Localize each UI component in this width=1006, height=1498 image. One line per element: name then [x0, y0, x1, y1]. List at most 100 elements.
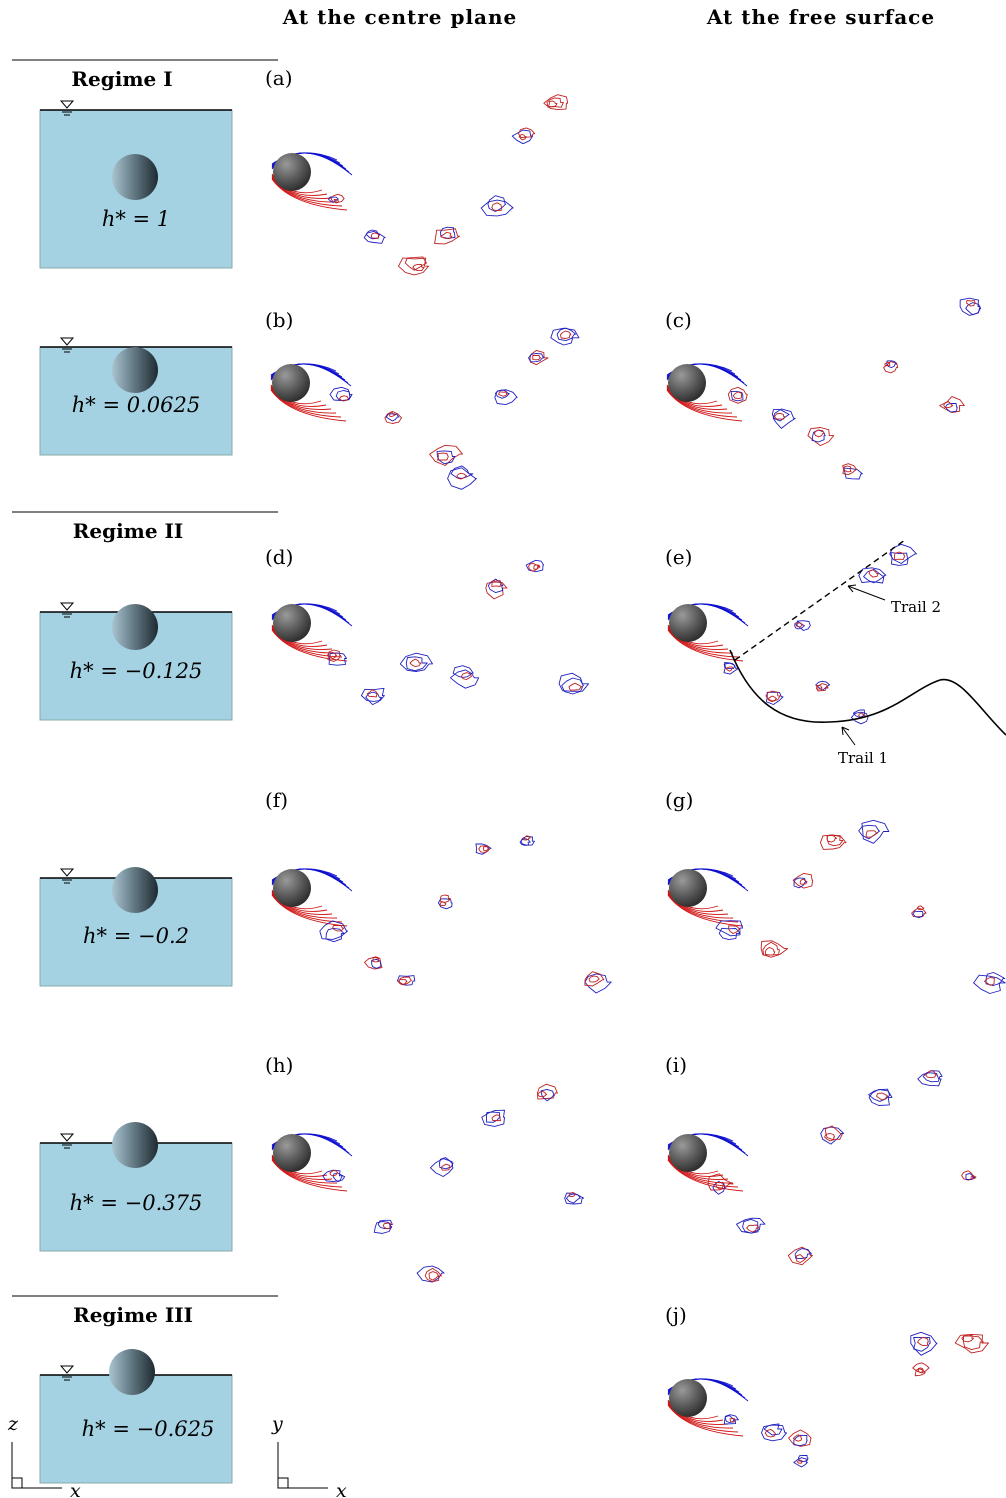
vortex-contour	[559, 330, 572, 339]
panel-label: (d)	[265, 545, 293, 569]
contour-plot	[667, 1331, 989, 1468]
vortex-contour	[437, 452, 449, 461]
vortex-contour	[271, 178, 348, 211]
vortex-contour	[561, 677, 584, 695]
vortex-contour	[728, 925, 740, 934]
vortex-contour	[715, 1182, 724, 1190]
vortex-contour	[478, 845, 490, 853]
vortex-contour	[546, 97, 564, 108]
vortex-contour	[797, 1455, 809, 1462]
vortex-contour	[868, 1088, 893, 1106]
sphere	[668, 364, 706, 402]
vortex-contour	[271, 628, 343, 658]
vortex-contour	[518, 127, 536, 139]
vortex-contour	[384, 410, 403, 424]
vortex-contour	[449, 669, 480, 689]
sphere	[112, 867, 158, 913]
vortex-contour	[447, 467, 477, 490]
vortex-contour	[529, 349, 549, 366]
vortex-contour	[511, 129, 534, 145]
sphere	[272, 364, 310, 402]
vortex-contour	[385, 413, 400, 422]
vortex-contour	[491, 1114, 502, 1122]
vortex-contour	[388, 411, 396, 417]
vortex-contour	[533, 564, 541, 570]
vortex-contour	[816, 685, 823, 690]
depth-label: h* = 1	[102, 207, 170, 231]
vortex-contour	[382, 1222, 392, 1230]
panel-label: (e)	[665, 545, 692, 569]
vortex-contour	[667, 894, 744, 927]
vortex-contour	[532, 354, 541, 361]
vortex-contour	[729, 1418, 736, 1423]
vortex-contour	[917, 1336, 929, 1346]
panel-label: (i)	[665, 1053, 687, 1077]
vortex-contour	[876, 1092, 889, 1101]
contour-plot	[667, 1069, 977, 1266]
arrow	[841, 726, 856, 746]
vortex-contour	[271, 177, 343, 207]
vortex-contour	[429, 444, 463, 466]
surface-symbol	[59, 868, 75, 884]
axis-label: z	[7, 1413, 19, 1435]
vortex-contour	[712, 1181, 726, 1195]
vortex-contour	[943, 401, 954, 409]
vortex-contour	[667, 1158, 739, 1188]
vortex-contour	[824, 1125, 843, 1140]
vortex-contour	[271, 1158, 343, 1188]
vortex-contour	[325, 927, 345, 943]
vortex-contour	[409, 658, 422, 668]
vortex-contour	[319, 920, 348, 940]
vortex-contour	[793, 1434, 808, 1447]
vortex-contour	[271, 894, 348, 927]
vortex-contour	[883, 361, 899, 374]
vortex-contour	[736, 1217, 766, 1234]
trail-line	[729, 649, 1006, 736]
sphere	[273, 604, 311, 642]
vortex-contour	[913, 1336, 931, 1352]
vortex-contour	[764, 1428, 776, 1438]
vortex-contour	[667, 1404, 744, 1437]
annotation: Trail 2	[891, 598, 941, 616]
vortex-contour	[970, 1174, 977, 1180]
vortex-contour	[525, 559, 545, 573]
axis-label: x	[336, 1480, 347, 1498]
vortex-contour	[843, 467, 863, 480]
vortex-contour	[910, 1331, 938, 1356]
vortex-contour	[558, 672, 590, 692]
vortex-contour	[487, 578, 504, 594]
vortex-contour	[365, 691, 383, 706]
vortex-contour	[858, 567, 887, 584]
vortex-contour	[270, 388, 342, 418]
vortex-contour	[485, 581, 508, 600]
vortex-contour	[405, 656, 428, 672]
vortex-contour	[667, 628, 739, 658]
vortex-contour	[742, 1218, 759, 1234]
vortex-contour	[327, 651, 338, 660]
vortex-contour	[363, 230, 386, 244]
vortex-contour	[707, 1173, 734, 1191]
vortex-contour	[724, 661, 736, 670]
vortex-contour	[498, 391, 508, 397]
contour-plot	[271, 559, 590, 706]
vortex-contour	[973, 974, 1006, 994]
vortex-contour	[480, 199, 514, 217]
vortex-contour	[667, 1159, 744, 1192]
vortex-contour	[540, 1088, 555, 1102]
vortex-contour	[491, 202, 502, 211]
vortex-contour	[792, 872, 814, 889]
surface-symbol	[59, 100, 75, 116]
vortex-contour	[939, 396, 965, 414]
vortex-contour	[537, 1083, 558, 1100]
vortex-contour	[543, 94, 569, 111]
vortex-contour	[412, 263, 425, 272]
vortex-contour	[528, 562, 540, 572]
contour-plot	[271, 94, 569, 276]
vortex-contour	[399, 652, 433, 672]
vortex-contour	[373, 1221, 393, 1234]
vortex-contour	[439, 226, 456, 239]
vortex-contour	[865, 830, 878, 838]
vortex-contour	[329, 1170, 339, 1177]
surface-symbol	[59, 602, 75, 618]
